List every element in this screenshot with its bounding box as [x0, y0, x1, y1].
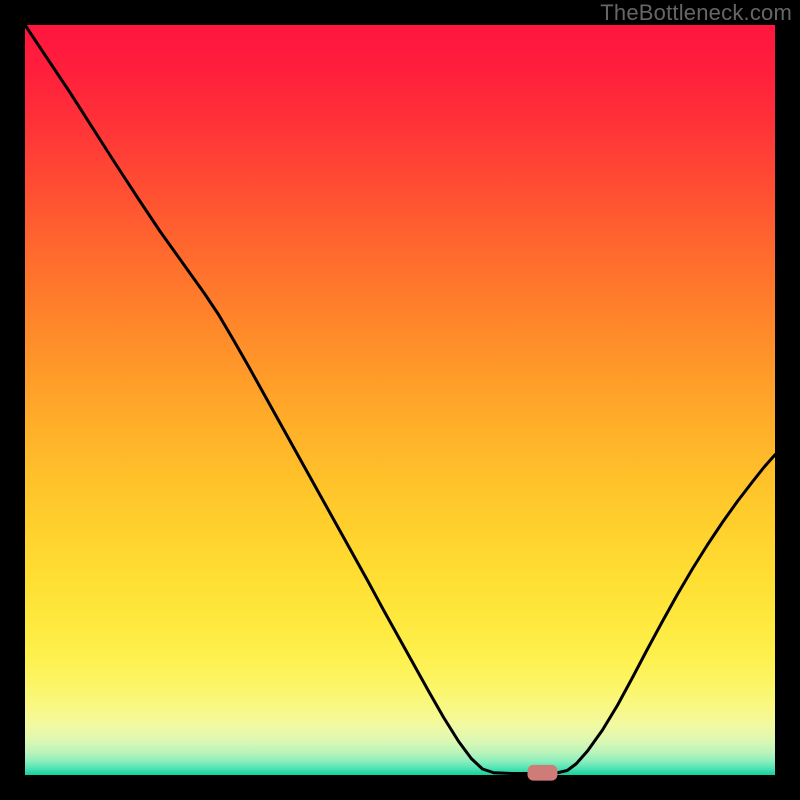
- chart-container: TheBottleneck.com: [0, 0, 800, 800]
- watermark-text: TheBottleneck.com: [600, 0, 792, 26]
- plot-background-gradient: [25, 25, 775, 775]
- optimal-marker: [528, 765, 558, 781]
- bottleneck-curve-chart: [0, 0, 800, 800]
